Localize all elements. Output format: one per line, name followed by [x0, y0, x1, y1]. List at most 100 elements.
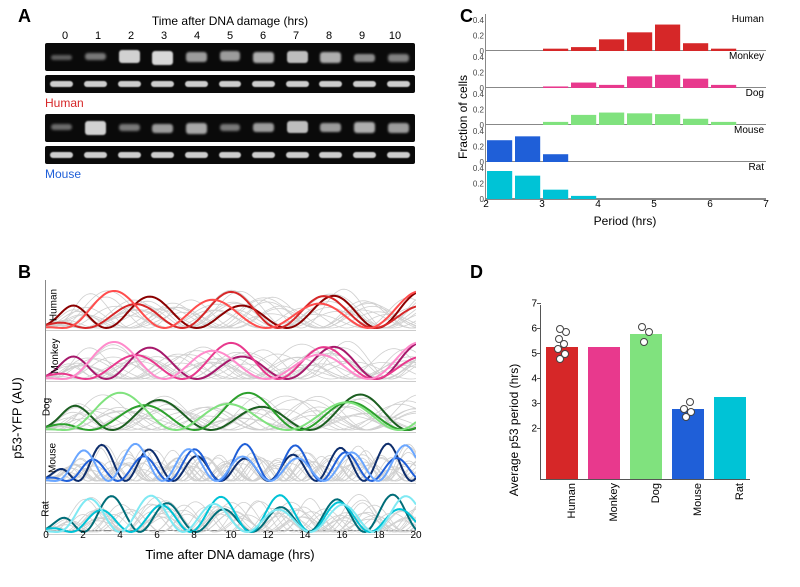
trace-panel: Mouse	[46, 433, 416, 484]
scatter-dot	[561, 350, 569, 358]
trace-species-label: Human	[49, 289, 60, 321]
lane-label: 8	[315, 30, 343, 42]
bar	[546, 347, 578, 480]
svg-text:0.4: 0.4	[473, 90, 485, 99]
lane-label: 6	[249, 30, 277, 42]
hist-species-label: Rat	[748, 162, 764, 173]
bar	[714, 397, 746, 480]
gel-block: anti-p53 anti-actin Human	[45, 43, 415, 110]
lane-label: 1	[84, 30, 112, 42]
gel-block: anti-p53 anti-actin Mouse	[45, 114, 415, 181]
bar	[630, 334, 662, 479]
trace-panel: Monkey	[46, 331, 416, 382]
bar	[588, 347, 620, 480]
lane-label: 10	[381, 30, 409, 42]
xtick: 4	[595, 199, 601, 210]
hist-panel: 00.20.4Human	[486, 14, 766, 51]
panel-label-C: C	[460, 6, 473, 27]
hist-species-label: Human	[732, 14, 764, 25]
xtick: 5	[651, 199, 657, 210]
panel-B-xticks: 02468101214161820	[46, 530, 416, 546]
xtick: 18	[373, 530, 384, 541]
hist-panel: 00.20.4Mouse	[486, 125, 766, 162]
trace-species-label: Mouse	[48, 443, 59, 473]
hist-panel: 00.20.4Dog	[486, 88, 766, 125]
xtick: 20	[410, 530, 421, 541]
svg-text:0.2: 0.2	[473, 31, 485, 40]
ytick: 4	[531, 374, 541, 385]
lane-label: 9	[348, 30, 376, 42]
xtick: 14	[299, 530, 310, 541]
lane-label: 7	[282, 30, 310, 42]
scatter-dot	[645, 328, 653, 336]
gel-p53: anti-p53	[45, 114, 415, 142]
panel-C-histograms: 00.20.4Human00.20.4Monkey00.20.4Dog00.20…	[485, 14, 766, 200]
panel-D-ylabel: Average p53 period (hrs)	[507, 364, 521, 497]
panel-B-xlabel: Time after DNA damage (hrs)	[45, 547, 415, 562]
xtick: 16	[336, 530, 347, 541]
scatter-dot	[680, 405, 688, 413]
lane-label: 5	[216, 30, 244, 42]
panel-C-ylabel: Fraction of cells	[456, 74, 470, 158]
panel-B: p53-YFP (AU) HumanMonkeyDogMouseRat02468…	[45, 280, 415, 555]
ytick: 7	[531, 299, 541, 310]
xtick: Human	[566, 483, 578, 518]
species-label: Mouse	[45, 167, 415, 181]
panel-label-D: D	[470, 262, 483, 283]
xtick: 2	[483, 199, 489, 210]
xtick: 0	[43, 530, 49, 541]
xtick: 4	[117, 530, 123, 541]
gel-actin: anti-actin	[45, 146, 415, 164]
svg-text:0.4: 0.4	[473, 53, 485, 62]
gel-p53: anti-p53	[45, 43, 415, 71]
xtick: 6	[707, 199, 713, 210]
trace-panel: Human	[46, 280, 416, 331]
scatter-dot	[640, 338, 648, 346]
ytick: 5	[531, 349, 541, 360]
xtick: Rat	[734, 483, 746, 500]
trace-species-label: Dog	[42, 398, 53, 416]
panel-D: Average p53 period (hrs) 234567HumanMonk…	[510, 305, 770, 555]
panel-A: Time after DNA damage (hrs) 012345678910…	[45, 14, 415, 185]
hist-panel: 00.20.4Monkey	[486, 51, 766, 88]
panel-A-lane-labels: 012345678910	[45, 30, 415, 42]
trace-panel: Rat	[46, 484, 416, 535]
panel-A-gels: anti-p53 anti-actin Human anti-p53 anti-acti…	[45, 43, 415, 181]
xtick: 8	[191, 530, 197, 541]
trace-species-label: Rat	[40, 501, 51, 517]
trace-panel: Dog	[46, 382, 416, 433]
xtick: Monkey	[608, 483, 620, 522]
xtick: 6	[154, 530, 160, 541]
xtick: 7	[763, 199, 769, 210]
panel-label-A: A	[18, 6, 31, 27]
ytick: 6	[531, 324, 541, 335]
panel-A-title: Time after DNA damage (hrs)	[45, 14, 415, 28]
svg-text:0.2: 0.2	[473, 142, 485, 151]
xtick: 10	[225, 530, 236, 541]
svg-text:0.4: 0.4	[473, 164, 485, 173]
ytick: 3	[531, 399, 541, 410]
lane-label: 0	[51, 30, 79, 42]
panel-C-xticks: 234567	[486, 199, 766, 213]
xtick: Mouse	[692, 483, 704, 516]
xtick: Dog	[650, 483, 662, 503]
lane-label: 4	[183, 30, 211, 42]
ytick: 2	[531, 424, 541, 435]
gel-actin: anti-actin	[45, 75, 415, 93]
scatter-dot	[687, 408, 695, 416]
scatter-dot	[638, 323, 646, 331]
panel-B-traces: HumanMonkeyDogMouseRat02468101214161820	[45, 280, 416, 531]
svg-text:0.4: 0.4	[473, 127, 485, 136]
svg-text:0.2: 0.2	[473, 68, 485, 77]
panel-label-B: B	[18, 262, 31, 283]
hist-species-label: Monkey	[729, 51, 764, 62]
xtick: 2	[80, 530, 86, 541]
panel-B-ylabel: p53-YFP (AU)	[10, 377, 25, 458]
svg-text:0.2: 0.2	[473, 105, 485, 114]
species-label: Human	[45, 96, 415, 110]
scatter-dot	[686, 398, 694, 406]
lane-label: 3	[150, 30, 178, 42]
panel-C-xlabel: Period (hrs)	[485, 214, 765, 228]
scatter-dot	[556, 325, 564, 333]
hist-species-label: Dog	[746, 88, 764, 99]
